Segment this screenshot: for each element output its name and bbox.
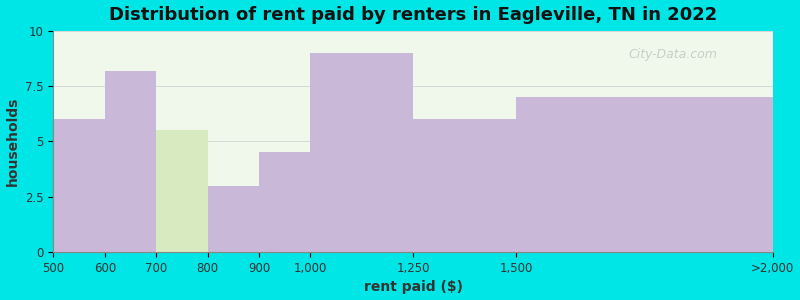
Bar	[259, 152, 310, 252]
Text: City-Data.com: City-Data.com	[629, 48, 718, 62]
Bar	[310, 53, 413, 252]
Bar	[413, 119, 516, 252]
Bar	[54, 119, 105, 252]
Bar	[105, 70, 156, 252]
Title: Distribution of rent paid by renters in Eagleville, TN in 2022: Distribution of rent paid by renters in …	[109, 6, 718, 24]
Bar	[208, 186, 259, 252]
Bar	[156, 130, 208, 252]
Bar	[516, 97, 773, 252]
Y-axis label: households: households	[6, 97, 19, 186]
X-axis label: rent paid ($): rent paid ($)	[364, 280, 462, 294]
